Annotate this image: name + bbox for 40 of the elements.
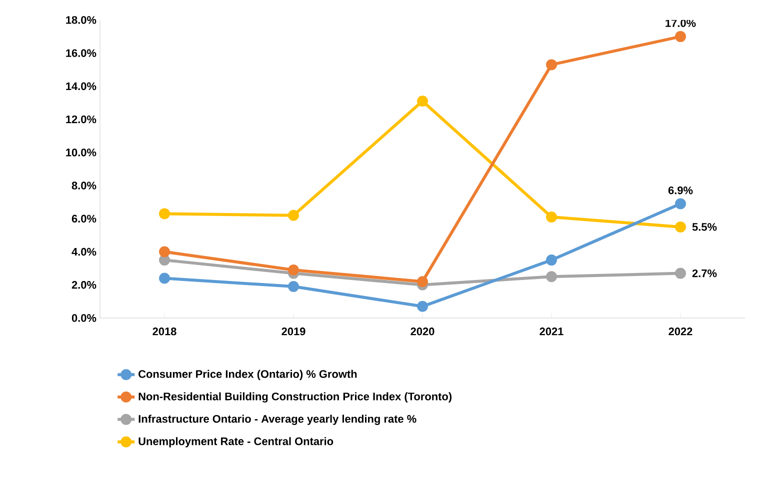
point [288, 281, 300, 292]
data-label: 5.5% [692, 223, 717, 231]
y-tick-label: 18.0% [66, 16, 96, 24]
y-tick-label: 6.0% [72, 214, 96, 223]
point [417, 276, 428, 288]
legend-label: Consumer Price Index (Ontario) % Growth [138, 370, 357, 380]
y-tick-label: 14.0% [66, 82, 96, 90]
legend-label: Infrastructure Ontario - Average yearly lending rate % [138, 414, 416, 425]
y-tick-label: 0.0% [72, 314, 96, 322]
data-label: 6.9% [668, 186, 693, 194]
point [675, 198, 686, 210]
point [417, 96, 428, 107]
x-tick-label: 2022 [668, 328, 692, 336]
y-tick-label: 16.0% [66, 49, 96, 57]
point [546, 271, 558, 282]
point [159, 246, 170, 258]
x-tick-label: 2020 [410, 328, 434, 336]
point [159, 254, 170, 266]
y-tick-label: 10.0% [66, 148, 96, 156]
point [159, 272, 170, 284]
data-label: 2.7% [692, 269, 717, 278]
point [546, 254, 558, 266]
point [546, 59, 558, 70]
point [288, 264, 300, 276]
point [288, 210, 300, 221]
point [675, 268, 686, 279]
point [417, 300, 428, 312]
point [159, 208, 170, 220]
y-tick-label: 12.0% [66, 115, 96, 124]
legend-label: Unemployment Rate - Central Ontario [138, 437, 334, 448]
y-tick-label: 8.0% [72, 182, 96, 190]
x-tick-label: 2018 [152, 328, 176, 336]
y-tick-label: 2.0% [72, 281, 96, 289]
x-tick-label: 2021 [540, 328, 564, 336]
legend-label: Non-Residential Building Construction Price Index (Toronto) [138, 392, 452, 403]
x-tick-label: 2019 [282, 328, 306, 336]
point [675, 221, 686, 232]
point [675, 31, 686, 42]
y-tick-label: 4.0% [72, 248, 96, 256]
point [546, 212, 558, 223]
